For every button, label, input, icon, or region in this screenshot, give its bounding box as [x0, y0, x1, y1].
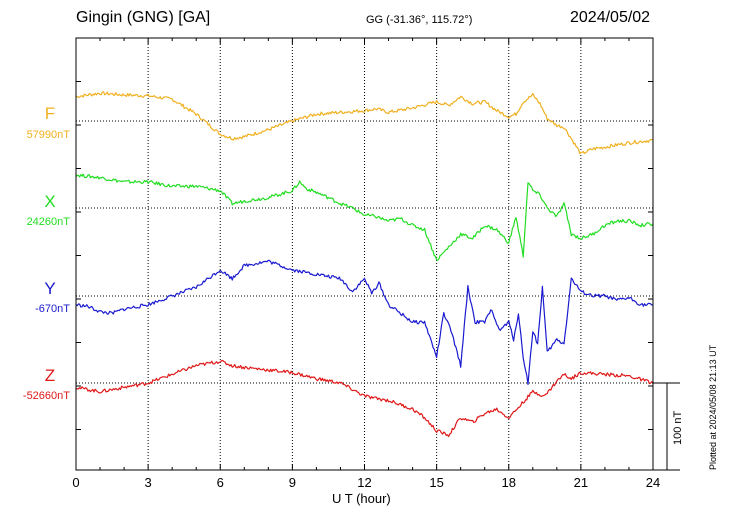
x-tick-label: 12 — [357, 475, 371, 490]
scale-bar — [653, 382, 680, 471]
series-name-x: X — [44, 192, 56, 211]
plotted-timestamp: Plotted at 2024/05/08 21:13 UT — [708, 344, 718, 470]
baseline-label-x: 24260nT — [26, 216, 70, 228]
series-line-y — [75, 259, 654, 385]
x-tick-label: 21 — [574, 475, 588, 490]
x-axis-label: U T (hour) — [332, 491, 391, 506]
chart-date: 2024/05/02 — [570, 9, 651, 26]
grid-lines — [147, 38, 582, 470]
series-name-f: F — [44, 104, 56, 123]
series-line-x — [75, 173, 654, 261]
x-tick-label: 0 — [72, 475, 79, 490]
scale-bar-label: 100 nT — [672, 410, 684, 445]
x-tick-label: 6 — [217, 475, 224, 490]
series-name-z: Z — [44, 366, 56, 385]
x-tick-label: 9 — [289, 475, 296, 490]
x-tick-label: 3 — [145, 475, 152, 490]
series-line-f — [75, 91, 654, 155]
station-coordinates: GG (-31.36°, 115.72°) — [366, 14, 473, 26]
station-title: Gingin (GNG) [GA] — [76, 9, 211, 26]
series-name-y: Y — [44, 279, 56, 298]
baseline-label-f: 57990nT — [26, 129, 70, 141]
x-tick-label: 18 — [502, 475, 516, 490]
x-tick-label: 15 — [429, 475, 443, 490]
series-line-z — [75, 359, 654, 438]
axis-ticks: 0 3 6 9 12 15 18 21 24 — [72, 38, 660, 490]
x-tick-label: 24 — [646, 475, 660, 490]
baseline-label-y: -670nT — [35, 303, 70, 315]
series-lines — [75, 91, 654, 438]
baseline-label-z: -52660nT — [22, 390, 70, 402]
